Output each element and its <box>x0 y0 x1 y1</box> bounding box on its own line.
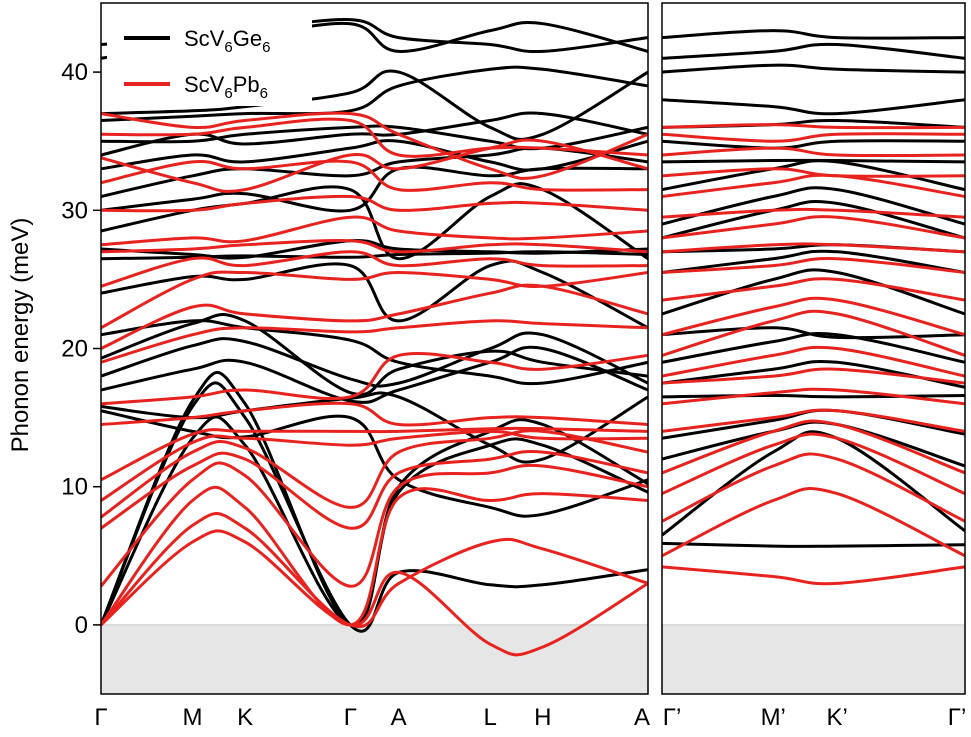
band-line-scv6ge6-0 <box>662 541 965 548</box>
x-tick-label: K <box>237 704 253 731</box>
negative-region-shading <box>101 624 648 694</box>
negative-region-shading <box>662 624 965 694</box>
band-line-scv6pb6-19 <box>101 117 648 158</box>
bands-group <box>101 17 648 657</box>
legend-background <box>107 8 312 106</box>
band-line-scv6ge6-3 <box>101 409 648 518</box>
band-line-scv6pb6-1 <box>101 511 648 629</box>
band-line-scv6ge6-2 <box>101 370 648 628</box>
bands-group <box>662 29 965 586</box>
band-line-scv6ge6-11 <box>101 239 648 260</box>
band-line-scv6ge6-8 <box>662 268 965 316</box>
band-line-scv6pb6-11 <box>662 277 965 302</box>
band-line-scv6ge6-19 <box>662 42 965 60</box>
band-line-scv6pb6-9 <box>101 351 648 406</box>
band-line-scv6pb6-7 <box>101 426 648 482</box>
band-line-scv6pb6-18 <box>662 146 965 158</box>
band-line-scv6pb6-16 <box>662 173 965 198</box>
band-line-scv6pb6-17 <box>101 159 648 192</box>
band-line-scv6pb6-6 <box>101 429 648 502</box>
band-line-scv6pb6-14 <box>101 238 648 254</box>
x-tick-label: Γ’ <box>948 704 967 731</box>
band-line-scv6pb6-8 <box>662 345 965 378</box>
band-line-scv6pb6-15 <box>101 215 648 247</box>
band-line-scv6ge6-14 <box>662 158 965 164</box>
x-tick-label: K’ <box>826 704 847 731</box>
band-line-scv6ge6-4 <box>662 394 965 399</box>
band-line-scv6ge6-12 <box>662 186 965 226</box>
band-line-scv6pb6-5 <box>101 429 648 519</box>
panel-frame <box>661 2 966 695</box>
band-line-scv6pb6-4 <box>662 419 965 475</box>
y-axis: 0 10 20 30 40 <box>61 59 101 639</box>
band-line-scv6pb6-1 <box>662 487 965 558</box>
x-tick-label: A <box>634 704 650 731</box>
band-line-scv6ge6-8 <box>101 319 648 386</box>
band-line-scv6pb6-2 <box>662 452 965 523</box>
x-tick-label: Γ <box>94 704 107 731</box>
x-tick-label: Γ <box>344 704 357 731</box>
band-line-scv6pb6-0 <box>101 529 648 657</box>
band-line-scv6ge6-17 <box>662 98 965 116</box>
band-line-scv6pb6-2 <box>101 485 648 627</box>
band-line-scv6pb6-13 <box>101 250 648 288</box>
band-line-scv6ge6-11 <box>662 200 965 240</box>
x-tick-label: H <box>534 704 551 731</box>
band-line-scv6pb6-4 <box>101 450 648 530</box>
band-line-scv6pb6-18 <box>101 138 648 193</box>
x-tick-label: M’ <box>761 704 786 731</box>
band-line-scv6pb6-17 <box>662 167 965 178</box>
y-tick-label: 0 <box>75 612 88 639</box>
band-line-scv6ge6-20 <box>662 29 965 40</box>
band-line-scv6ge6-9 <box>662 249 965 274</box>
x-tick-label: M <box>183 704 203 731</box>
band-line-scv6pb6-12 <box>662 257 965 274</box>
legend-label: ScV6Ge6 <box>184 26 270 56</box>
band-line-scv6ge6-5 <box>101 345 648 404</box>
band-line-scv6pb6-3 <box>662 432 965 495</box>
y-tick-label: 10 <box>61 474 88 501</box>
band-line-scv6pb6-5 <box>662 408 965 433</box>
band-line-scv6pb6-20 <box>662 123 965 130</box>
band-line-scv6pb6-6 <box>662 387 965 406</box>
x-tick-label: A <box>391 704 407 731</box>
band-line-scv6pb6-12 <box>101 270 648 330</box>
legend: ScV6Ge6 ScV6Pb6 <box>107 8 312 106</box>
band-line-scv6pb6-16 <box>101 194 648 213</box>
y-tick-label: 40 <box>61 59 88 86</box>
band-line-scv6pb6-3 <box>101 461 648 588</box>
band-line-scv6pb6-20 <box>101 111 648 180</box>
band-line-scv6ge6-18 <box>662 63 965 74</box>
x-tick-label: L <box>484 704 497 731</box>
band-line-scv6pb6-14 <box>662 215 965 240</box>
band-line-scv6pb6-0 <box>662 565 965 586</box>
band-line-scv6pb6-9 <box>662 309 965 357</box>
band-line-scv6ge6-15 <box>101 139 648 172</box>
band-line-scv6ge6-9 <box>101 259 648 330</box>
band-line-scv6pb6-15 <box>662 207 965 219</box>
right-panel: Γ’ M’ K’ Γ’ <box>661 2 967 731</box>
band-line-scv6pb6-19 <box>662 132 965 143</box>
band-line-scv6pb6-8 <box>101 401 648 427</box>
y-tick-label: 30 <box>61 197 88 224</box>
band-line-scv6ge6-18 <box>101 65 648 122</box>
band-line-scv6ge6-2 <box>662 420 965 468</box>
band-line-scv6ge6-15 <box>662 139 965 150</box>
band-line-scv6pb6-7 <box>662 367 965 385</box>
band-line-scv6ge6-19 <box>101 69 648 141</box>
legend-label: ScV6Pb6 <box>184 72 268 102</box>
band-line-scv6pb6-13 <box>662 242 965 254</box>
band-line-scv6pb6-10 <box>662 296 965 337</box>
y-axis-title: Phonon energy (meV) <box>7 218 34 453</box>
y-tick-label: 20 <box>61 336 88 363</box>
band-line-scv6pb6-10 <box>101 319 648 364</box>
x-tick-label: Γ’ <box>663 704 682 731</box>
